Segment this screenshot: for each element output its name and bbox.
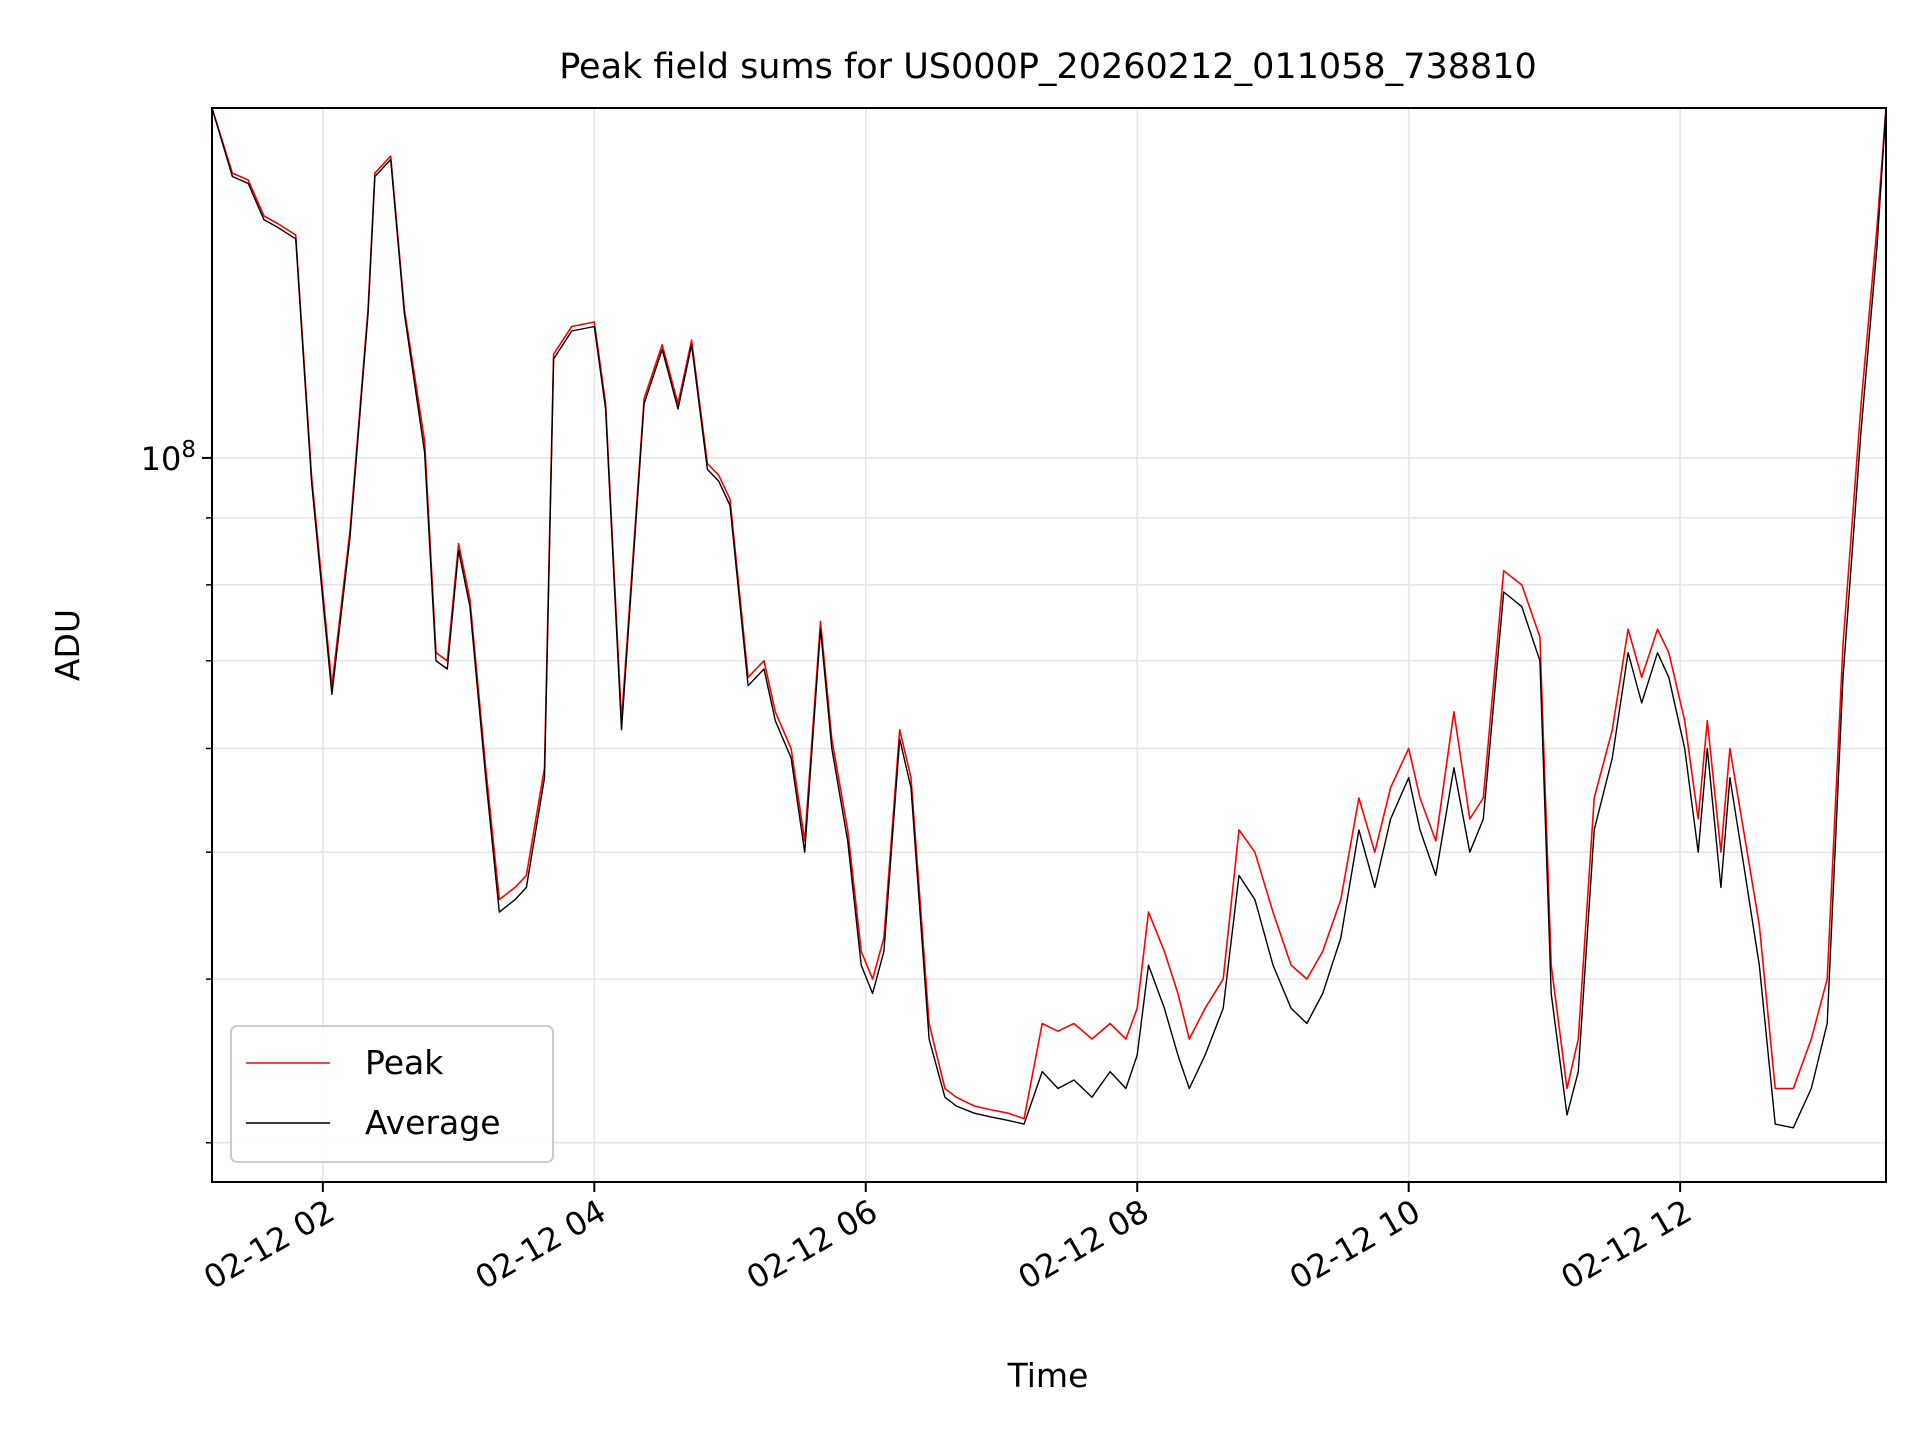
series-line-peak [211,107,1887,1120]
series-line-average [211,107,1887,1129]
series-layer [211,107,1887,1129]
x-axis-label: Time [1007,1356,1089,1395]
legend-label-average: Average [365,1103,501,1142]
plot-frame [211,107,1887,1183]
chart-title: Peak field sums for US000P_20260212_0110… [559,47,1537,87]
legend-box [230,1025,554,1163]
grid-layer [212,108,1886,1182]
legend-label-peak: Peak [365,1043,444,1082]
y-tick-label: 108 [141,437,196,478]
legend: Peak Average [230,1025,554,1163]
y-axis-label: ADU [48,609,87,681]
